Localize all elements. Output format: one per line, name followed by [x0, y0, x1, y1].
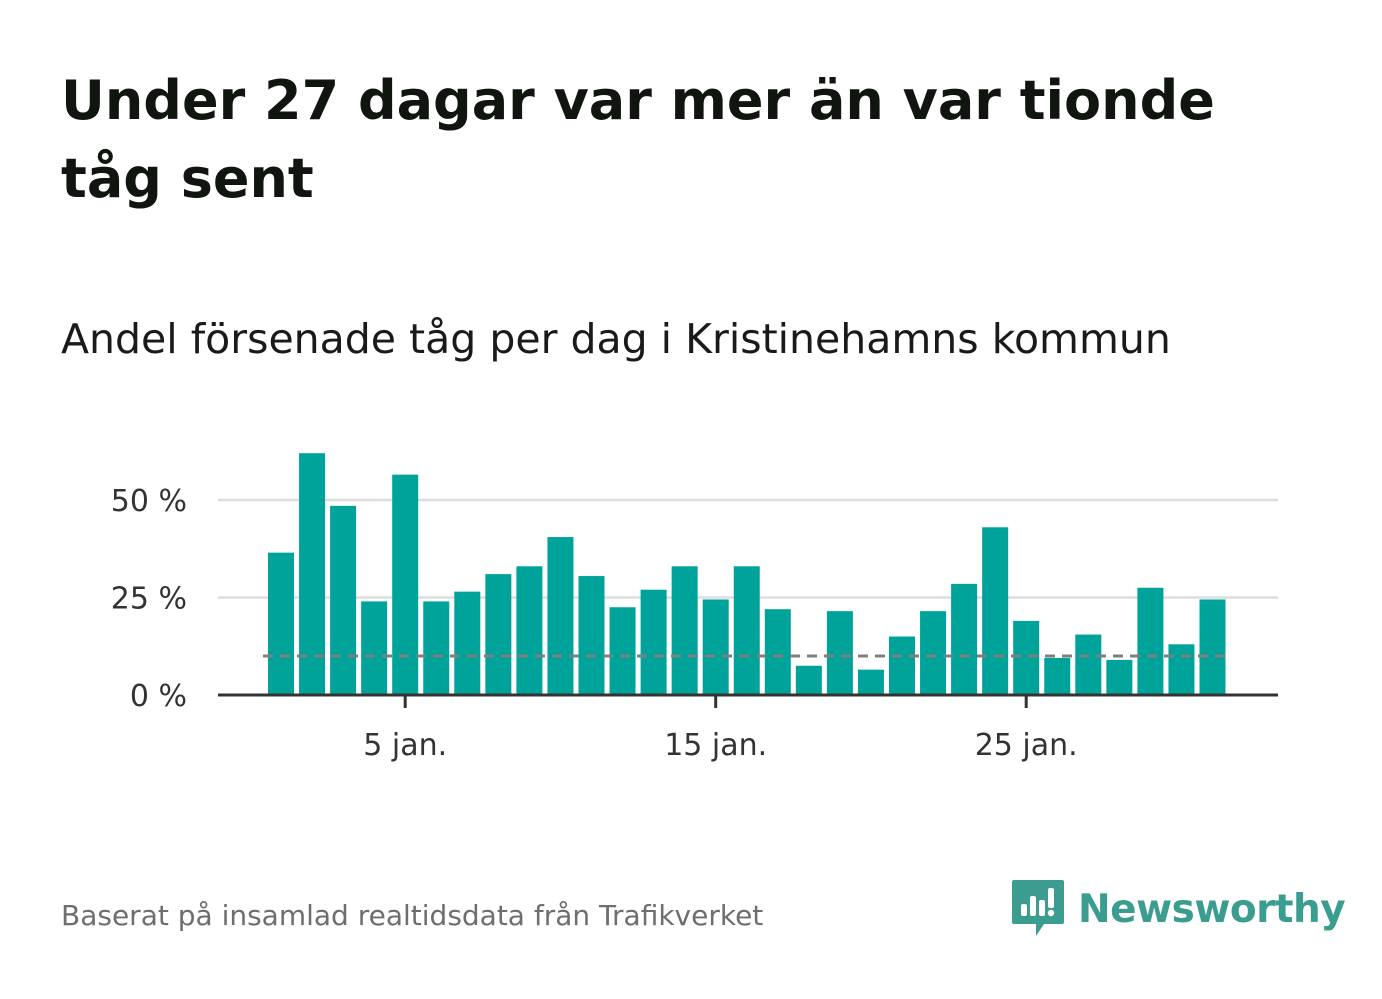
bar	[485, 574, 512, 695]
bar	[982, 527, 1009, 695]
bar	[1106, 659, 1133, 695]
bar	[268, 552, 294, 695]
bar	[920, 611, 947, 695]
bar	[454, 591, 481, 695]
bar	[795, 665, 822, 695]
bar	[1199, 599, 1226, 695]
bar	[423, 601, 450, 695]
x-tick-label: 15 jan.	[664, 728, 767, 763]
newsworthy-logo-icon	[1012, 880, 1064, 936]
chart-title: Under 27 dagar var mer än var tionde tåg…	[61, 69, 1215, 210]
bar	[609, 607, 636, 695]
bar	[1137, 587, 1164, 695]
bar	[1044, 657, 1071, 695]
x-tick-label: 25 jan.	[975, 728, 1078, 763]
x-tick-label: 5 jan.	[363, 728, 447, 763]
bar	[578, 576, 605, 695]
bar-chart: 0 % 25 % 50 % 5 jan. 15 jan. 25 jan.	[111, 453, 1278, 763]
bar	[1168, 644, 1195, 695]
bar	[951, 583, 978, 695]
bar	[299, 453, 326, 695]
bar	[547, 537, 574, 695]
bar	[702, 599, 729, 695]
chart-subtitle: Andel försenade tåg per dag i Kristineha…	[61, 315, 1171, 363]
source-note: Baserat på insamlad realtidsdata från Tr…	[61, 899, 764, 932]
bar	[330, 505, 357, 695]
bar	[392, 474, 419, 695]
y-tick-label: 0 %	[130, 679, 187, 714]
bar	[733, 566, 760, 695]
bar	[857, 669, 884, 695]
bar	[640, 589, 667, 695]
brand-logo: Newsworthy	[1010, 878, 1346, 940]
brand-name: Newsworthy	[1078, 886, 1346, 932]
bar	[1013, 620, 1040, 695]
bar	[671, 566, 698, 695]
bar	[826, 611, 853, 695]
bar	[516, 566, 543, 695]
y-tick-label: 50 %	[111, 484, 187, 519]
bar	[361, 601, 388, 695]
bar	[1075, 634, 1102, 695]
bar	[889, 636, 915, 695]
bar	[764, 609, 791, 695]
y-tick-label: 25 %	[111, 582, 187, 617]
